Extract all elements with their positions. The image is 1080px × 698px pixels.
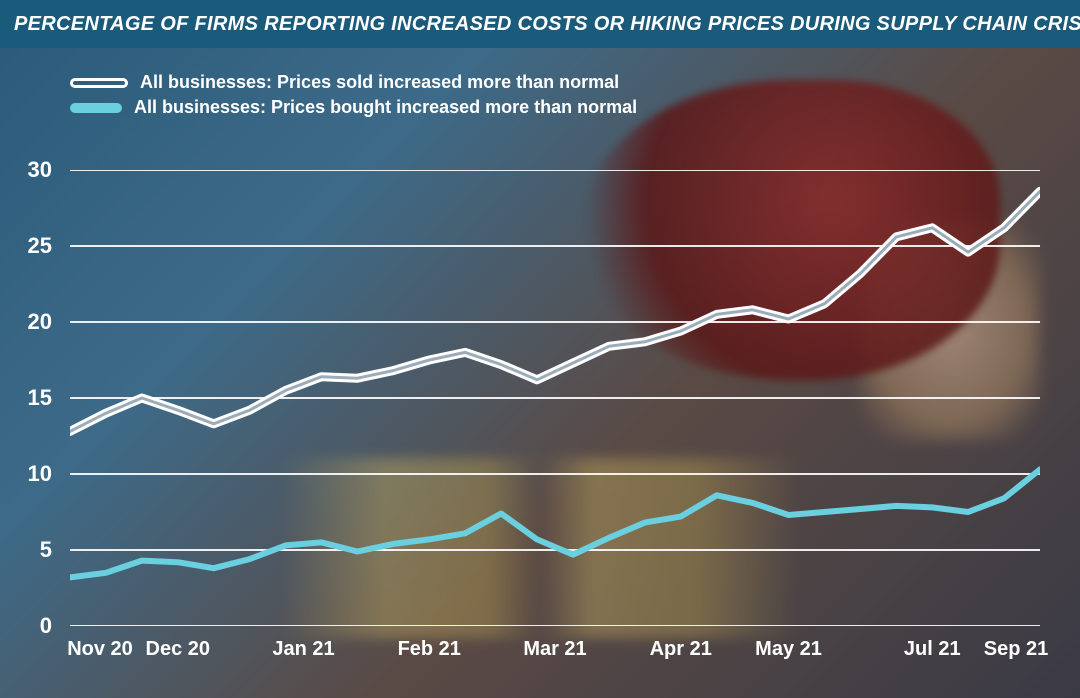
plot-area [70,170,1040,626]
x-tick-label: Apr 21 [650,638,712,661]
y-tick-label: 15 [28,385,52,411]
legend-label-bought: All businesses: Prices bought increased … [134,97,637,118]
y-tick-label: 10 [28,461,52,487]
legend: All businesses: Prices sold increased mo… [70,72,637,122]
legend-swatch-sold [70,78,128,88]
x-tick-label: Mar 21 [523,638,586,661]
chart-container: PERCENTAGE OF FIRMS REPORTING INCREASED … [0,0,1080,698]
x-tick-label: Jan 21 [272,638,334,661]
x-tick-label: Feb 21 [398,638,461,661]
y-tick-label: 5 [40,537,52,563]
title-bar: PERCENTAGE OF FIRMS REPORTING INCREASED … [0,0,1080,48]
x-tick-label: Sep 21 [984,638,1048,661]
y-tick-label: 25 [28,233,52,259]
y-tick-label: 0 [40,613,52,639]
legend-item-sold: All businesses: Prices sold increased mo… [70,72,637,93]
legend-label-sold: All businesses: Prices sold increased mo… [140,72,619,93]
y-tick-label: 20 [28,309,52,335]
legend-swatch-bought [70,103,122,113]
y-tick-label: 30 [28,157,52,183]
plot-svg [70,170,1040,626]
series-line-prices_sold-inner [70,191,1040,431]
x-tick-label: Nov 20 [67,638,133,661]
legend-item-bought: All businesses: Prices bought increased … [70,97,637,118]
series-line-prices_bought [70,469,1040,577]
x-axis: Nov 20 Dec 20 Jan 21 Feb 21 Mar 21 Apr 21 May … [70,634,1040,674]
y-axis: 051015202530 [0,170,60,626]
series-line-prices_sold-outer [70,191,1040,431]
x-tick-label: Jul 21 [904,638,961,661]
x-tick-label: May 21 [755,638,822,661]
x-tick-label: Dec 20 [146,638,211,661]
chart-title: PERCENTAGE OF FIRMS REPORTING INCREASED … [14,13,1080,36]
